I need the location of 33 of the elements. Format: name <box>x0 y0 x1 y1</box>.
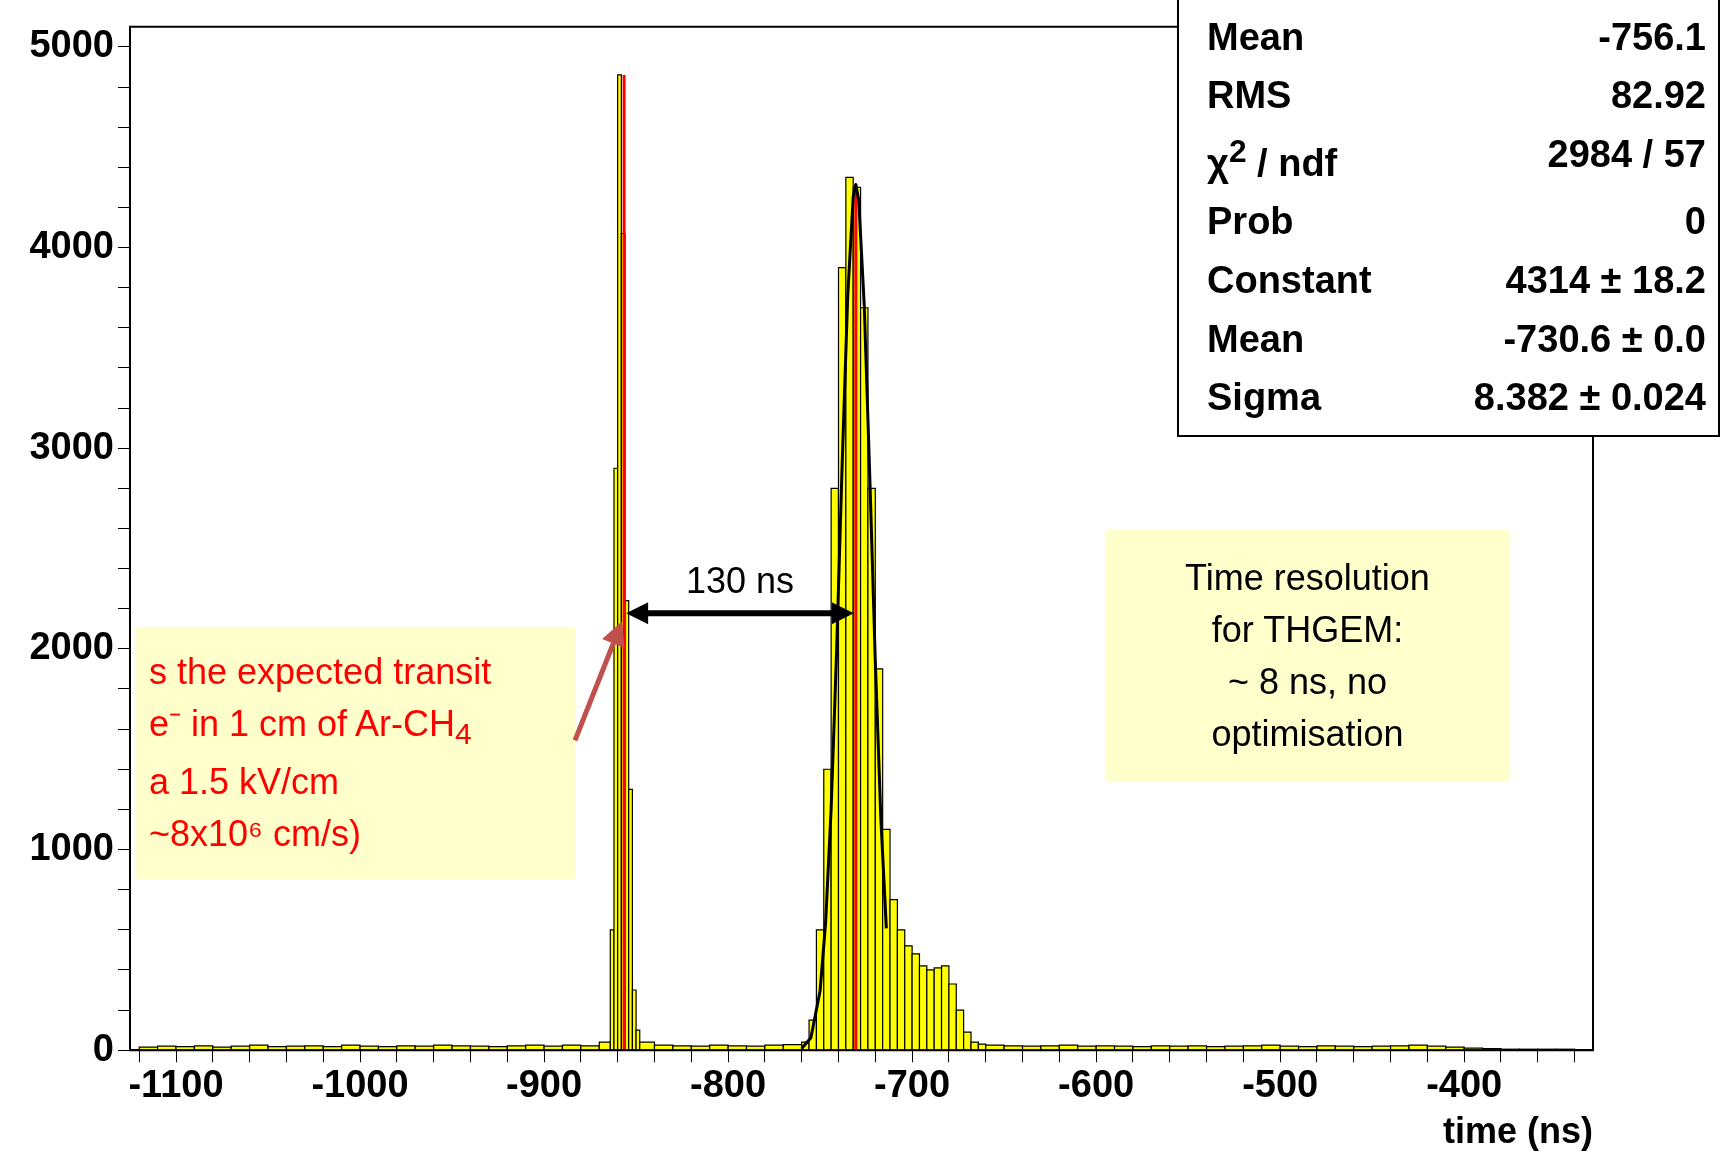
annotation: χ$^{2}$ / ndf <box>1207 132 1339 185</box>
annotation: Sigma <box>1207 376 1323 420</box>
y-tick-label: 2000 <box>29 625 114 668</box>
annotation: 2984 / 57 <box>1546 132 1706 177</box>
annotation: RMS <box>1207 74 1293 118</box>
x-tick-label: -600 <box>1058 1063 1135 1106</box>
text-box: Time resolution for THGEM: ~ 8 ns, no optimisation <box>1105 530 1510 782</box>
annotation: -730.6 ± 0.0 <box>1502 317 1706 361</box>
x-tick-label: -1000 <box>311 1063 409 1106</box>
y-tick-label: 5000 <box>29 23 114 66</box>
annotation: Constant <box>1207 258 1373 302</box>
y-tick-label: 1000 <box>29 826 114 869</box>
annotation: Mean <box>1207 317 1306 361</box>
y-tick-label: 0 <box>92 1026 114 1069</box>
annotation: Mean <box>1207 15 1306 59</box>
x-tick-label: -800 <box>690 1063 767 1106</box>
x-tick-label: -700 <box>874 1063 951 1106</box>
text-box: s the expected transit e⁻ in 1 cm of Ar-CH$_{4}$ a 1.5 kV/cm ~8x10⁶ cm/s) <box>135 627 575 879</box>
annotation: 4314 ± 18.2 <box>1504 258 1706 302</box>
annotation: 8.382 ± 0.024 <box>1472 376 1706 420</box>
text: 0 <box>1684 200 1706 243</box>
text: -756.1 <box>1598 15 1706 58</box>
annotation: 130 ns <box>685 560 794 602</box>
text: 82.92 <box>1610 74 1706 117</box>
x-tick-label: -500 <box>1242 1063 1319 1106</box>
y-tick-label: 3000 <box>29 424 114 467</box>
y-tick-label: 4000 <box>29 224 114 267</box>
x-tick-label: -1100 <box>128 1063 224 1106</box>
x-tick-label: -400 <box>1426 1063 1503 1106</box>
x-tick-label: -900 <box>506 1063 583 1106</box>
annotation: Prob <box>1207 200 1295 244</box>
annotation: Time resolution for THGEM: ~ 8 ns, no optimisation <box>1185 555 1430 757</box>
x-axis-title: time (ns) <box>1442 1110 1593 1152</box>
